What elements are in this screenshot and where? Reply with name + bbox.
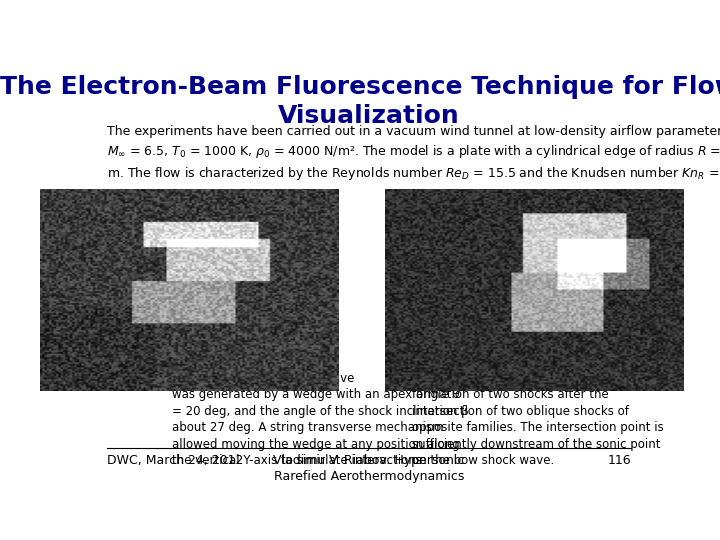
Text: The Electron-Beam Fluorescence Technique for Flow
Visualization: The Electron-Beam Fluorescence Technique… bbox=[0, 75, 720, 128]
Text: interference is characterized by the
formation of two shocks after the
intersect: interference is characterized by the for… bbox=[412, 372, 664, 467]
Text: The plane oblique shock wave
was generated by a wedge with an apex angle θ
= 20 : The plane oblique shock wave was generat… bbox=[172, 372, 469, 467]
Text: Vladimir V. Riabov: Hypersonic
Rarefied Aerothermodynamics: Vladimir V. Riabov: Hypersonic Rarefied … bbox=[274, 454, 464, 483]
Text: DWC, March 24, 2012: DWC, March 24, 2012 bbox=[107, 454, 243, 467]
Text: No interference:: No interference: bbox=[121, 372, 230, 384]
Text: The experiments have been carried out in a vacuum wind tunnel at low-density air: The experiments have been carried out in… bbox=[107, 125, 720, 181]
Text: Type I: Type I bbox=[389, 372, 428, 384]
Text: 116: 116 bbox=[608, 454, 631, 467]
